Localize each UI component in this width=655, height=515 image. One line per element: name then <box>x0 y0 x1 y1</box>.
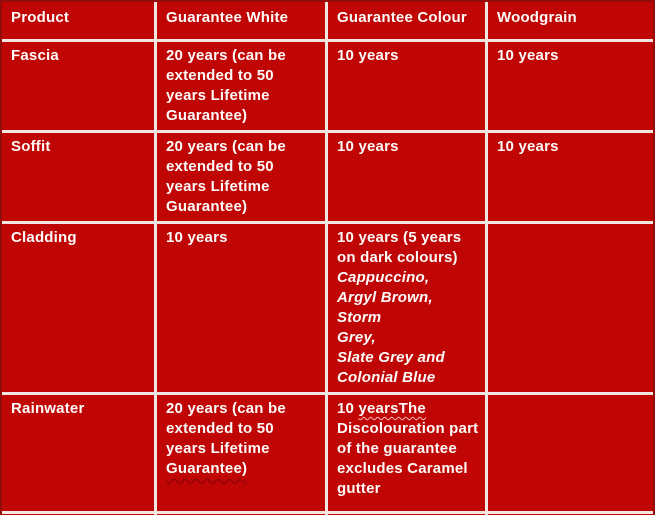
header-row: Product Guarantee White Guarantee Colour… <box>2 2 653 42</box>
guarantee-white-value: 20 years (can be extended to 50 years Li… <box>166 400 286 457</box>
cell-soffit-woodgrain: 10 years <box>488 133 653 224</box>
guarantee-colour-value: 10 years <box>337 138 399 155</box>
cell-soffit-product: Soffit <box>2 133 157 224</box>
cell-rainwater-woodgrain <box>488 395 653 514</box>
cell-fascia-woodgrain: 10 years <box>488 42 653 133</box>
cell-cladding-white: 10 years <box>157 224 328 395</box>
header-guarantee-colour-label: Guarantee Colour <box>337 9 467 26</box>
cell-rainwater-product: Rainwater <box>2 395 157 514</box>
guarantee-colour-note: Discolouration part of the guarantee exc… <box>337 420 479 497</box>
woodgrain-value: 10 years <box>497 138 559 155</box>
product-name: Soffit <box>11 138 51 155</box>
header-guarantee-white: Guarantee White <box>157 2 328 42</box>
guarantee-white-value-spellcheck: Guarantee) <box>166 460 248 477</box>
header-guarantee-white-label: Guarantee White <box>166 9 289 26</box>
product-name: Rainwater <box>11 400 85 417</box>
cell-cladding-colour: 10 years (5 years on dark colours) Cappu… <box>328 224 488 395</box>
guarantee-colour-excluded-colours: Cappuccino, Argyl Brown, Storm Grey, Sla… <box>337 269 445 386</box>
cell-rainwater-colour: 10 yearsThe Discolouration part of the g… <box>328 395 488 514</box>
cell-fascia-white: 20 years (can be extended to 50 years Li… <box>157 42 328 133</box>
table-row-rainwater: Rainwater 20 years (can be extended to 5… <box>2 395 653 514</box>
header-woodgrain-label: Woodgrain <box>497 9 577 26</box>
cell-fascia-colour: 10 years <box>328 42 488 133</box>
product-name: Fascia <box>11 47 59 64</box>
table-row-soffit: Soffit 20 years (can be extended to 50 y… <box>2 133 653 224</box>
cell-fascia-product: Fascia <box>2 42 157 133</box>
guarantee-colour-spellcheck-word: yearsThe <box>358 400 426 417</box>
table-row-cladding: Cladding 10 years 10 years (5 years on d… <box>2 224 653 395</box>
guarantee-white-value: 10 years <box>166 229 228 246</box>
cell-soffit-white: 20 years (can be extended to 50 years Li… <box>157 133 328 224</box>
guarantee-colour-value: 10 years (5 years on dark colours) <box>337 229 462 266</box>
guarantee-colour-value: 10 years <box>337 47 399 64</box>
header-product-label: Product <box>11 9 70 26</box>
woodgrain-value: 10 years <box>497 47 559 64</box>
header-product: Product <box>2 2 157 42</box>
cell-cladding-product: Cladding <box>2 224 157 395</box>
cell-rainwater-white: 20 years (can be extended to 50 years Li… <box>157 395 328 514</box>
cell-cladding-woodgrain <box>488 224 653 395</box>
guarantee-white-value: 20 years (can be extended to 50 years Li… <box>166 47 286 124</box>
table-row-fascia: Fascia 20 years (can be extended to 50 y… <box>2 42 653 133</box>
product-name: Cladding <box>11 229 77 246</box>
guarantee-white-value: 20 years (can be extended to 50 years Li… <box>166 138 286 215</box>
header-guarantee-colour: Guarantee Colour <box>328 2 488 42</box>
header-woodgrain: Woodgrain <box>488 2 653 42</box>
cell-soffit-colour: 10 years <box>328 133 488 224</box>
guarantee-colour-value: 10 <box>337 400 359 417</box>
